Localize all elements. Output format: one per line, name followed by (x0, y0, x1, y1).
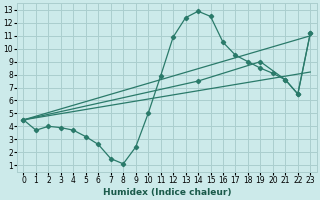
X-axis label: Humidex (Indice chaleur): Humidex (Indice chaleur) (103, 188, 231, 197)
